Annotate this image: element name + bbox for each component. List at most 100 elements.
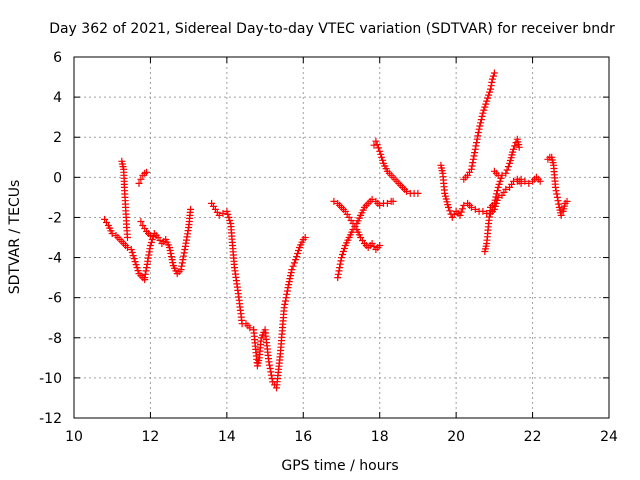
- data-point: [108, 230, 116, 237]
- data-point: [469, 155, 477, 163]
- data-point: [553, 190, 561, 198]
- data-point: [495, 180, 503, 188]
- data-point: [287, 272, 294, 280]
- data-point: [339, 251, 346, 258]
- data-point: [389, 197, 397, 205]
- data-point: [226, 217, 234, 224]
- data-point: [510, 145, 517, 153]
- data-point: [503, 166, 511, 174]
- data-point: [132, 261, 140, 269]
- data-point: [146, 232, 154, 239]
- data-point: [130, 255, 138, 263]
- x-tick-label: 24: [600, 429, 618, 445]
- data-point: [476, 122, 484, 130]
- data-point: [141, 270, 149, 278]
- data-point: [137, 218, 145, 225]
- data-point: [517, 175, 525, 183]
- series-arc-14: [490, 167, 502, 179]
- data-point: [563, 197, 571, 205]
- data-point: [187, 205, 195, 213]
- data-point: [180, 252, 187, 260]
- y-tick-label: -6: [48, 291, 62, 307]
- y-tick-label: -4: [48, 251, 62, 267]
- data-point: [478, 112, 486, 120]
- data-point: [473, 139, 480, 147]
- series-arc-10: [370, 137, 422, 197]
- data-point: [479, 109, 487, 117]
- data-point: [477, 116, 485, 124]
- data-point: [339, 248, 347, 255]
- data-point: [414, 189, 422, 197]
- data-point: [133, 264, 141, 272]
- data-point: [330, 197, 338, 205]
- axis-layer: [73, 56, 610, 419]
- x-axis-title: GPS time / hours: [281, 458, 398, 474]
- series-arc-16: [544, 153, 571, 219]
- data-point: [340, 245, 348, 252]
- data-point: [294, 250, 302, 257]
- data-point: [246, 324, 254, 332]
- data-point: [143, 168, 151, 176]
- data-point: [471, 205, 479, 213]
- data-point: [490, 205, 498, 213]
- data-point: [493, 190, 501, 198]
- data-point: [536, 177, 544, 185]
- data-point: [480, 106, 488, 114]
- data-point: [285, 281, 293, 289]
- y-tick-label: -8: [48, 331, 62, 347]
- data-point: [489, 72, 497, 80]
- data-point: [137, 175, 145, 183]
- data-point: [124, 234, 131, 241]
- data-point: [504, 163, 512, 171]
- data-point: [378, 153, 386, 161]
- x-tick-label: 20: [447, 429, 465, 445]
- data-point: [289, 262, 297, 270]
- data-point: [488, 75, 496, 83]
- data-point: [376, 147, 384, 155]
- data-point: [456, 211, 464, 219]
- data-point: [471, 149, 479, 157]
- data-point: [266, 361, 273, 369]
- series-arc-6: [208, 199, 258, 334]
- data-point: [288, 266, 296, 274]
- plot-frame: [73, 56, 610, 419]
- data-point: [494, 171, 502, 179]
- data-point: [479, 207, 487, 215]
- data-point: [457, 208, 465, 216]
- y-axis-title: SDTVAR / TECUs: [7, 180, 23, 295]
- data-point: [135, 179, 143, 187]
- data-point: [219, 209, 227, 217]
- data-point: [482, 100, 490, 108]
- data-point: [475, 125, 483, 133]
- data-point: [373, 141, 381, 149]
- data-point: [295, 247, 302, 254]
- data-point: [446, 207, 454, 215]
- data-point: [267, 371, 275, 379]
- data-point: [485, 91, 493, 99]
- data-layer: [101, 69, 571, 392]
- series-arc-7: [250, 234, 309, 392]
- data-point: [513, 177, 521, 185]
- y-tick-label: 0: [53, 170, 62, 186]
- data-point: [293, 253, 301, 261]
- data-point: [552, 187, 560, 195]
- data-point: [128, 249, 136, 256]
- data-point: [131, 258, 139, 266]
- y-tick-label: -12: [39, 411, 62, 427]
- data-point: [376, 242, 384, 249]
- data-point: [374, 144, 382, 152]
- data-point: [379, 156, 387, 164]
- data-point: [148, 236, 156, 243]
- data-point: [490, 69, 498, 77]
- series-arc-8: [330, 197, 384, 253]
- x-tick-label: 14: [218, 429, 236, 445]
- data-point: [502, 169, 510, 177]
- series-arc-15: [513, 173, 544, 187]
- data-point: [403, 187, 410, 195]
- data-point: [477, 119, 485, 127]
- data-point: [224, 210, 232, 218]
- data-point: [283, 290, 291, 298]
